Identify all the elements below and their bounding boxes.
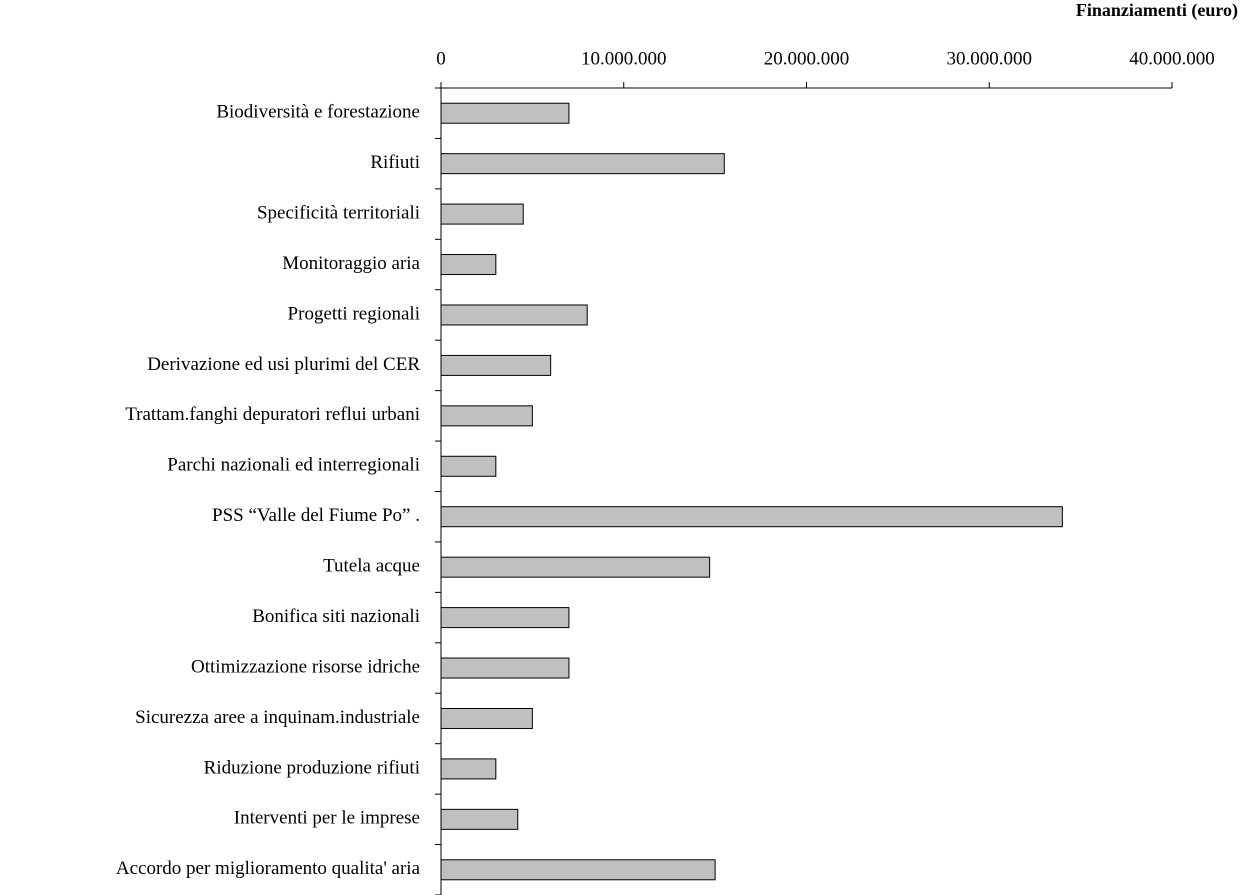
bar (440, 102, 570, 124)
x-tick-label: 0 (436, 48, 446, 69)
bar (440, 657, 570, 679)
bar (440, 707, 533, 729)
y-tick-label: Interventi per le imprese (234, 808, 420, 829)
y-tick-label: Tutela acque (323, 556, 420, 577)
y-tick-label: Rifiuti (370, 152, 420, 173)
x-tick-label: 20.000.000 (764, 48, 850, 69)
x-tick-label: 40.000.000 (1129, 48, 1215, 69)
y-tick-label: Bonifica siti nazionali (252, 606, 420, 627)
x-tick-label: 30.000.000 (947, 48, 1033, 69)
bar (440, 506, 1063, 528)
y-tick-label: Sicurezza aree a inquinam.industriale (135, 707, 420, 728)
bar (440, 758, 497, 780)
y-tick-label: Accordo per miglioramento qualita' aria (116, 858, 421, 879)
y-tick-label: Progetti regionali (288, 303, 420, 324)
axis-title: Finanziamenti (euro) (1076, 0, 1238, 21)
y-tick-label: Trattam.fanghi depuratori reflui urbani (125, 404, 420, 425)
y-tick-label: Parchi nazionali ed interregionali (167, 455, 420, 476)
y-tick-label: Ottimizzazione risorse idriche (191, 656, 420, 677)
bar (440, 556, 711, 578)
bar (440, 354, 552, 376)
y-tick-label: Monitoraggio aria (282, 253, 420, 274)
bar (440, 254, 497, 276)
bar (440, 808, 519, 830)
y-tick-label: Specificità territoriali (257, 202, 420, 223)
y-tick-label: Riduzione produzione rifiuti (204, 757, 420, 778)
y-tick-label: Derivazione ed usi plurimi del CER (147, 354, 420, 375)
bar (440, 405, 533, 427)
bar (440, 455, 497, 477)
y-tick-label: Biodiversità e forestazione (216, 102, 420, 123)
x-tick-label: 10.000.000 (581, 48, 667, 69)
bar (440, 607, 570, 629)
y-tick-label: PSS “Valle del Fiume Po” . (212, 505, 420, 526)
bar (440, 153, 725, 175)
bar (440, 304, 588, 326)
bar (440, 859, 716, 881)
bar (440, 203, 524, 225)
